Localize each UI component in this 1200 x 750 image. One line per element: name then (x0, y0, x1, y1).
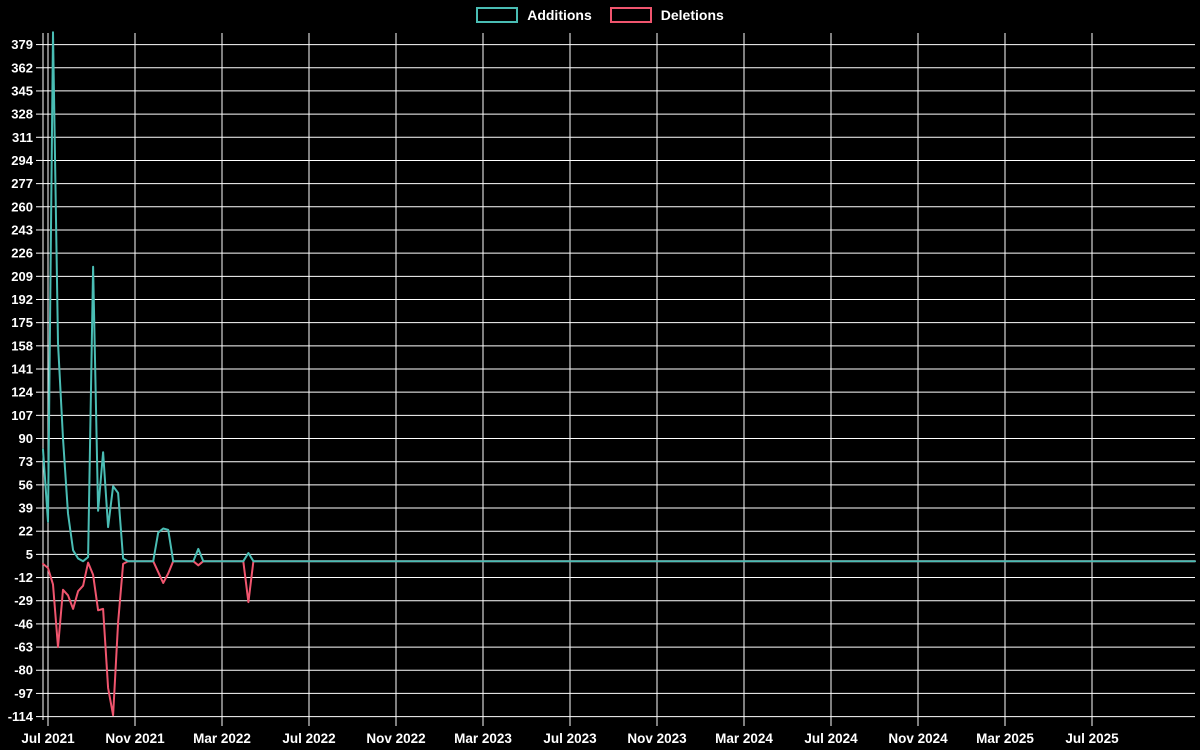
x-axis-tick-label: Mar 2024 (715, 731, 773, 746)
y-axis-tick-label: -29 (14, 593, 33, 608)
x-axis-tick-label: Nov 2021 (105, 731, 165, 746)
y-axis-tick-label: 90 (19, 431, 33, 446)
y-axis-tick-label: 311 (12, 130, 33, 145)
y-axis-tick-label: 328 (11, 107, 33, 122)
y-axis-tick-label: 260 (11, 199, 33, 214)
legend-item-deletions[interactable]: Deletions (609, 7, 724, 23)
x-axis-tick-label: Mar 2022 (193, 731, 251, 746)
additions-swatch-icon (476, 7, 519, 23)
y-axis-tick-label: 73 (19, 454, 33, 469)
x-axis-tick-label: Jul 2023 (543, 731, 597, 746)
y-axis-tick-label: -12 (14, 570, 33, 585)
x-axis-tick-label: Nov 2024 (888, 731, 948, 746)
x-axis-tick-label: Jul 2025 (1065, 731, 1119, 746)
y-axis-tick-label: 124 (11, 385, 33, 400)
x-axis-tick-label: Mar 2023 (454, 731, 512, 746)
y-axis-tick-label: 379 (11, 37, 33, 52)
y-axis-tick-label: 277 (11, 176, 33, 191)
y-axis-tick-label: -114 (8, 709, 34, 724)
additions-line (42, 31, 1196, 563)
y-axis-tick-label: 226 (11, 246, 33, 261)
deletions-legend-label: Deletions (660, 7, 724, 23)
y-axis-tick-label: 243 (11, 222, 33, 237)
y-axis-tick-label: 362 (11, 60, 33, 75)
y-axis-tick-label: 345 (11, 83, 33, 98)
x-axis-tick-label: Mar 2025 (976, 731, 1034, 746)
y-axis-tick-label: -46 (14, 616, 33, 631)
y-axis-tick-label: -80 (14, 663, 33, 678)
y-axis-tick-label: 192 (11, 292, 33, 307)
y-axis-tick-label: 5 (26, 547, 33, 562)
y-axis-tick-label: -97 (14, 686, 33, 701)
x-axis-tick-label: Nov 2023 (627, 731, 687, 746)
y-axis-tick-label: 294 (11, 153, 33, 168)
y-axis-tick-label: 175 (11, 315, 33, 330)
y-axis-tick-label: 56 (19, 477, 33, 492)
chart-legend: Additions Deletions (0, 7, 1200, 23)
y-axis-tick-label: 158 (11, 338, 33, 353)
x-axis-tick-label: Jul 2021 (21, 731, 75, 746)
y-axis-tick-label: 107 (11, 408, 33, 423)
y-axis-tick-label: 141 (11, 362, 33, 377)
x-axis-tick-label: Jul 2024 (804, 731, 858, 746)
deletions-line (42, 560, 1196, 717)
x-axis-tick-label: Nov 2022 (366, 731, 425, 746)
legend-item-additions[interactable]: Additions (476, 7, 592, 23)
additions-legend-label: Additions (527, 7, 592, 23)
y-axis-tick-label: -63 (14, 640, 33, 655)
y-axis-tick-label: 22 (19, 524, 33, 539)
x-axis-tick-label: Jul 2022 (282, 731, 335, 746)
deletions-swatch-icon (609, 7, 652, 23)
y-axis-tick-label: 209 (11, 269, 33, 284)
y-axis-tick-label: 39 (19, 501, 33, 516)
